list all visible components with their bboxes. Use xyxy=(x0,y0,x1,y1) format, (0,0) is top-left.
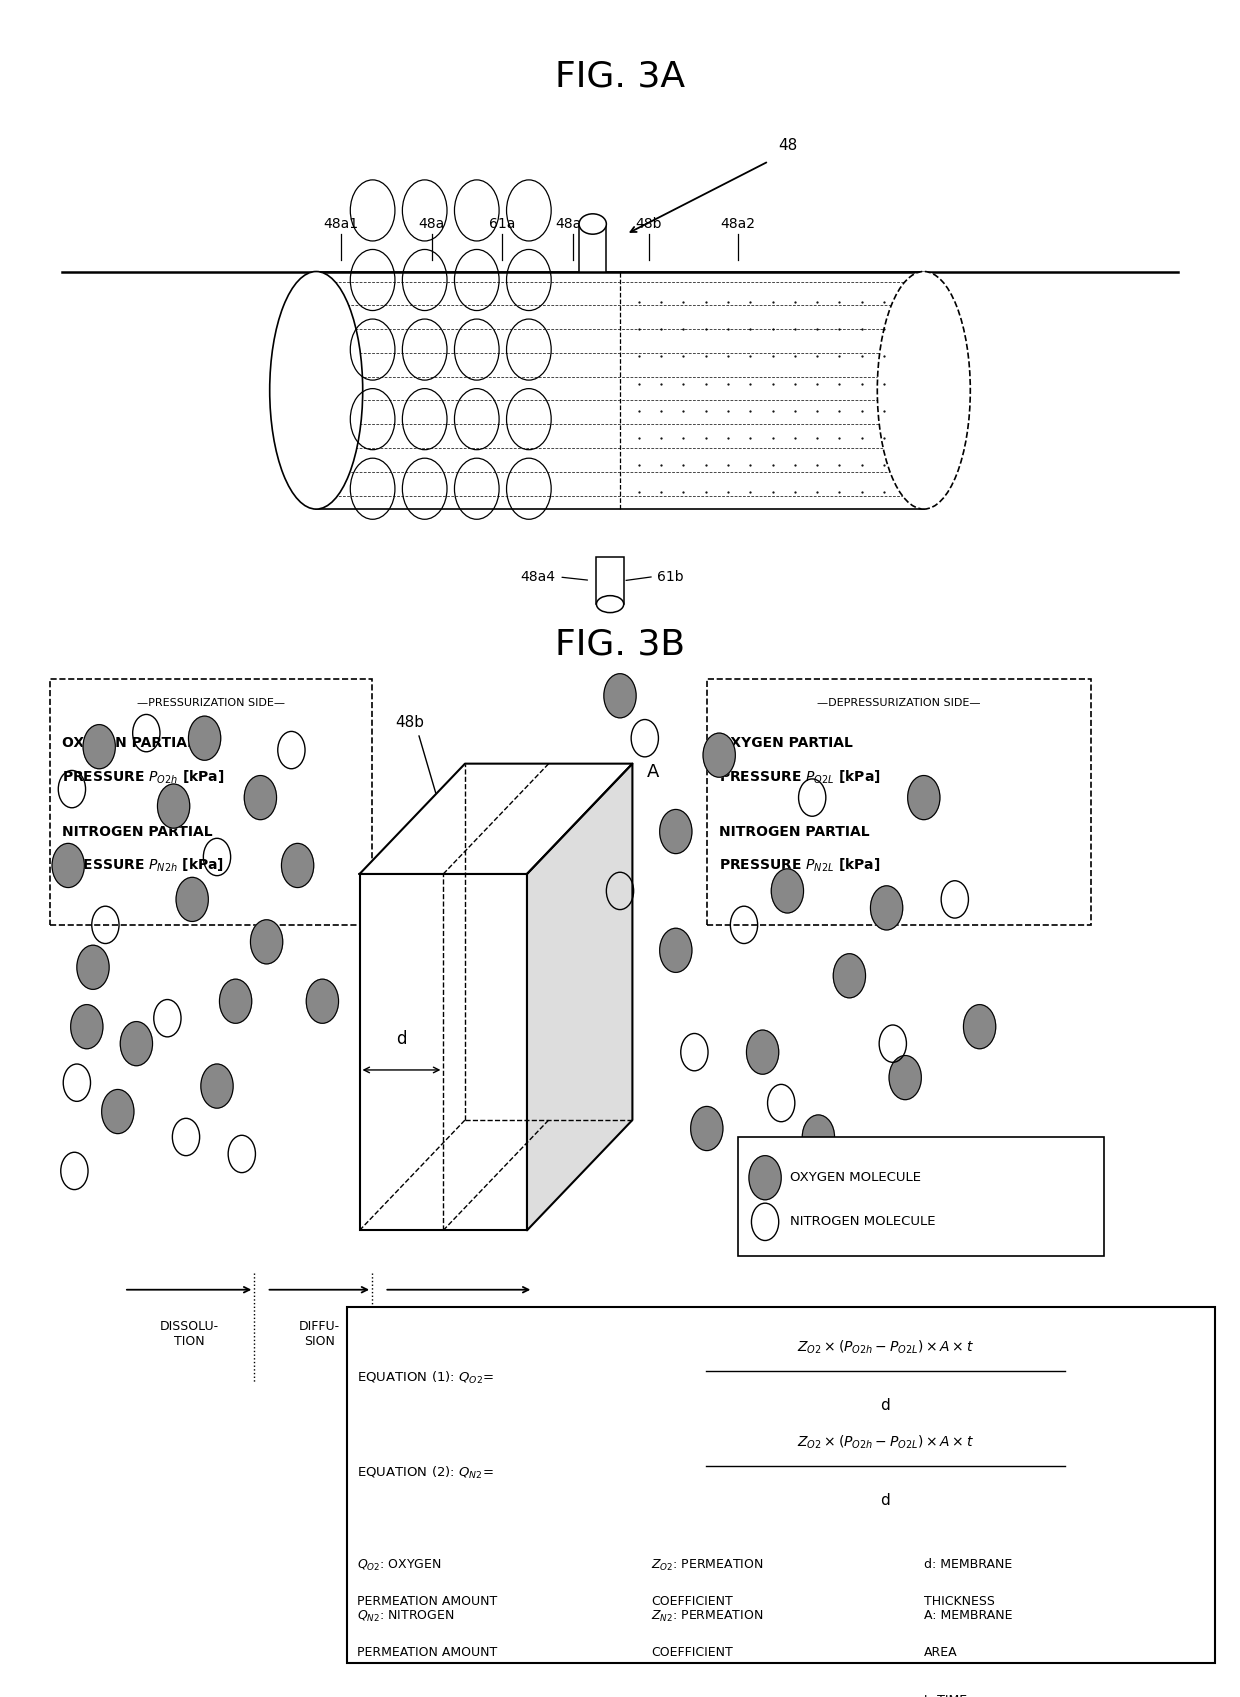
Bar xyxy=(596,557,624,604)
Text: —PRESSURIZATION SIDE—: —PRESSURIZATION SIDE— xyxy=(136,697,285,708)
Circle shape xyxy=(281,843,314,888)
Text: 48b: 48b xyxy=(396,714,424,730)
Circle shape xyxy=(219,979,252,1023)
Bar xyxy=(707,679,1091,925)
Text: NITROGEN PARTIAL: NITROGEN PARTIAL xyxy=(719,825,869,838)
Text: DESORP-
TION: DESORP- TION xyxy=(430,1320,487,1347)
Circle shape xyxy=(963,1005,996,1049)
Text: DISSOLU-
TION: DISSOLU- TION xyxy=(160,1320,218,1347)
Text: AREA: AREA xyxy=(924,1646,957,1660)
Ellipse shape xyxy=(878,272,970,509)
Text: d: MEMBRANE: d: MEMBRANE xyxy=(924,1558,1012,1571)
Text: EQUATION (1): $Q_{O2}$=: EQUATION (1): $Q_{O2}$= xyxy=(357,1369,495,1386)
Text: $Z_{N2}$: PERMEATION: $Z_{N2}$: PERMEATION xyxy=(651,1609,763,1624)
Ellipse shape xyxy=(596,596,624,613)
Circle shape xyxy=(120,1022,153,1066)
Text: 48a3: 48a3 xyxy=(556,217,590,231)
Circle shape xyxy=(660,928,692,972)
Text: A: MEMBRANE: A: MEMBRANE xyxy=(924,1609,1012,1622)
Circle shape xyxy=(691,1106,723,1151)
Text: PRESSURE $P_{N2h}$ [kPa]: PRESSURE $P_{N2h}$ [kPa] xyxy=(62,857,224,874)
Text: d: d xyxy=(880,1398,890,1412)
Text: OXYGEN PARTIAL: OXYGEN PARTIAL xyxy=(62,736,196,750)
Circle shape xyxy=(250,920,283,964)
Circle shape xyxy=(77,945,109,989)
Circle shape xyxy=(833,954,866,998)
Text: $Q_{N2}$: NITROGEN: $Q_{N2}$: NITROGEN xyxy=(357,1609,455,1624)
Text: 48a2: 48a2 xyxy=(720,217,755,231)
Text: OXYGEN PARTIAL: OXYGEN PARTIAL xyxy=(719,736,853,750)
Circle shape xyxy=(102,1089,134,1134)
Bar xyxy=(579,224,606,272)
Text: PRESSURE $P_{O2L}$ [kPa]: PRESSURE $P_{O2L}$ [kPa] xyxy=(719,769,880,786)
Circle shape xyxy=(176,877,208,921)
Text: PRESSURE $P_{N2L}$ [kPa]: PRESSURE $P_{N2L}$ [kPa] xyxy=(719,857,880,874)
Circle shape xyxy=(71,1005,103,1049)
Text: d: d xyxy=(397,1030,407,1047)
Text: t: TIME: t: TIME xyxy=(924,1694,967,1697)
Circle shape xyxy=(83,725,115,769)
Text: COEFFICIENT: COEFFICIENT xyxy=(651,1595,733,1609)
Text: 48b: 48b xyxy=(635,217,662,231)
Text: 61b: 61b xyxy=(657,570,683,584)
Text: NITROGEN MOLECULE: NITROGEN MOLECULE xyxy=(790,1215,935,1229)
Bar xyxy=(347,1307,1215,1663)
Circle shape xyxy=(746,1030,779,1074)
Circle shape xyxy=(771,869,804,913)
Text: NITROGEN PARTIAL: NITROGEN PARTIAL xyxy=(62,825,212,838)
Text: $Z_{O2}\times(P_{O2h}-P_{O2L})\times A\times t$: $Z_{O2}\times(P_{O2h}-P_{O2L})\times A\t… xyxy=(797,1434,973,1451)
Circle shape xyxy=(889,1056,921,1100)
Text: $Z_{O2}\times(P_{O2h}-P_{O2L})\times A\times t$: $Z_{O2}\times(P_{O2h}-P_{O2L})\times A\t… xyxy=(797,1339,973,1356)
Text: $Z_{O2}$: PERMEATION: $Z_{O2}$: PERMEATION xyxy=(651,1558,764,1573)
Text: FIG. 3A: FIG. 3A xyxy=(556,59,684,93)
Text: $Q_{O2}$: OXYGEN: $Q_{O2}$: OXYGEN xyxy=(357,1558,441,1573)
Text: FIG. 3B: FIG. 3B xyxy=(556,628,684,662)
Circle shape xyxy=(244,776,277,820)
Text: PERMEATION AMOUNT: PERMEATION AMOUNT xyxy=(357,1646,497,1660)
Text: A: A xyxy=(647,764,660,781)
Text: COEFFICIENT: COEFFICIENT xyxy=(651,1646,733,1660)
Text: EQUATION (2): $Q_{N2}$=: EQUATION (2): $Q_{N2}$= xyxy=(357,1465,494,1481)
Text: 48: 48 xyxy=(779,137,799,153)
Circle shape xyxy=(604,674,636,718)
Circle shape xyxy=(52,843,84,888)
Text: PRESSURE $P_{O2h}$ [kPa]: PRESSURE $P_{O2h}$ [kPa] xyxy=(62,769,224,786)
Text: 48a: 48a xyxy=(418,217,445,231)
Text: OXYGEN MOLECULE: OXYGEN MOLECULE xyxy=(790,1171,921,1185)
Text: PERMEATION AMOUNT: PERMEATION AMOUNT xyxy=(357,1595,497,1609)
Polygon shape xyxy=(527,764,632,1230)
Text: DIFFU-
SION: DIFFU- SION xyxy=(299,1320,340,1347)
Circle shape xyxy=(188,716,221,760)
Circle shape xyxy=(749,1156,781,1200)
Bar xyxy=(738,1137,1104,1256)
Circle shape xyxy=(802,1115,835,1159)
Ellipse shape xyxy=(270,272,363,509)
Ellipse shape xyxy=(579,214,606,234)
Circle shape xyxy=(870,886,903,930)
Text: THICKNESS: THICKNESS xyxy=(924,1595,994,1609)
Circle shape xyxy=(201,1064,233,1108)
Text: 48a1: 48a1 xyxy=(324,217,358,231)
Bar xyxy=(50,679,372,925)
Circle shape xyxy=(660,809,692,854)
Polygon shape xyxy=(360,764,632,874)
Circle shape xyxy=(157,784,190,828)
Circle shape xyxy=(703,733,735,777)
Text: d: d xyxy=(880,1493,890,1507)
Text: 61a: 61a xyxy=(489,217,516,231)
Circle shape xyxy=(908,776,940,820)
Circle shape xyxy=(306,979,339,1023)
Bar xyxy=(360,874,527,1230)
Text: —DEPRESSURIZATION SIDE—: —DEPRESSURIZATION SIDE— xyxy=(817,697,981,708)
Text: 48a4: 48a4 xyxy=(521,570,556,584)
